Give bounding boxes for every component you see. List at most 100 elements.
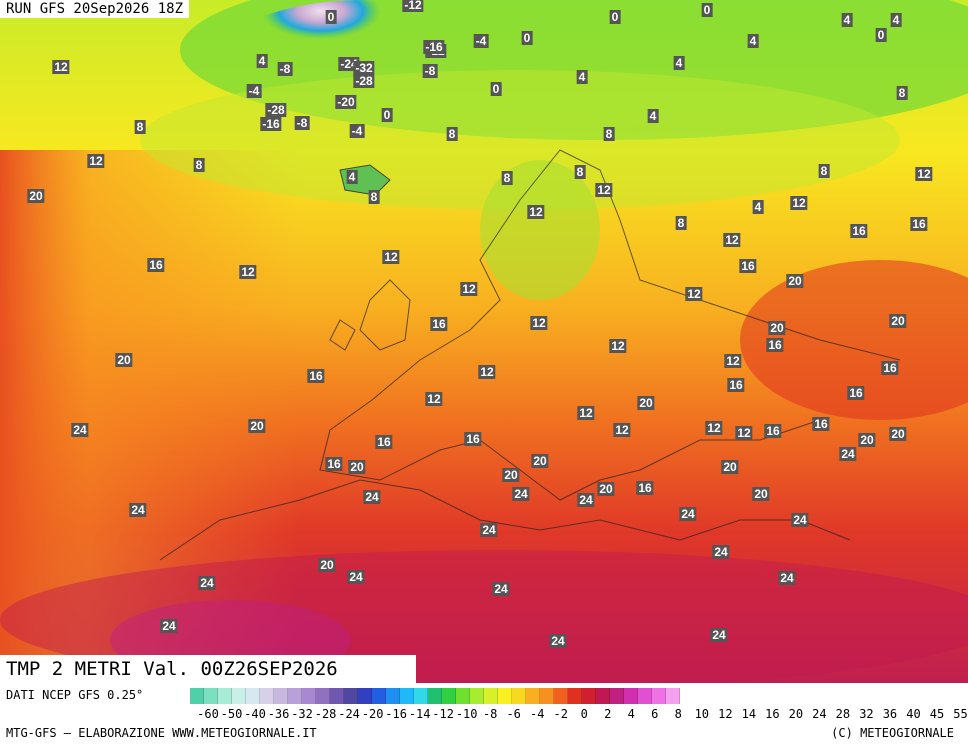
- temperature-label: 4: [576, 70, 588, 84]
- temperature-label: 4: [256, 54, 268, 68]
- temperature-label: 24: [679, 507, 697, 521]
- temperature-label: 20: [318, 558, 336, 572]
- temperature-label: 12: [425, 392, 443, 406]
- map-title: TMP 2 METRI Val. 00Z26SEP2026: [0, 655, 416, 683]
- temperature-label: 12: [382, 250, 400, 264]
- color-swatch: [330, 688, 344, 704]
- color-swatch: [568, 688, 582, 704]
- temperature-label: 12: [915, 167, 933, 181]
- color-swatch: [652, 688, 666, 704]
- temperature-label: 0: [609, 10, 621, 24]
- temperature-label: 16: [325, 457, 343, 471]
- map-scandinavia: [480, 160, 600, 300]
- color-swatch: [204, 688, 218, 704]
- color-scale-tick: -40: [244, 707, 266, 721]
- map-coastline-uk: [329, 279, 411, 351]
- color-swatch: [386, 688, 400, 704]
- temperature-label: 8: [501, 171, 513, 185]
- temperature-label: 12: [724, 354, 742, 368]
- temperature-label: 20: [889, 314, 907, 328]
- temperature-label: 8: [818, 164, 830, 178]
- color-scale-tick: 4: [627, 707, 635, 721]
- color-scale-tick: -24: [338, 707, 360, 721]
- color-swatch: [400, 688, 414, 704]
- temperature-label: 8: [193, 158, 205, 172]
- color-scale-tick: -28: [314, 707, 337, 721]
- color-swatch: [484, 688, 498, 704]
- credits-left: MTG-GFS – ELABORAZIONE WWW.METEOGIORNALE…: [6, 726, 317, 740]
- color-scale-tick: 45: [929, 707, 945, 721]
- temperature-label: 20: [858, 433, 876, 447]
- temperature-label: 8: [896, 86, 908, 100]
- color-swatch: [372, 688, 386, 704]
- temperature-label: 12: [87, 154, 105, 168]
- temperature-label: 12: [735, 426, 753, 440]
- color-scale-tick: -16: [385, 707, 407, 721]
- temperature-label: 8: [675, 216, 687, 230]
- temperature-label: 24: [512, 487, 530, 501]
- temperature-labels: 0000000-4-4-4-8-8-8-12-12-16-16-20-24-28…: [27, 0, 933, 648]
- temperature-label: 12: [239, 265, 257, 279]
- temperature-label: 12: [609, 339, 627, 353]
- color-scale-tick: 14: [741, 707, 757, 721]
- temperature-label: 12: [577, 406, 595, 420]
- color-scale-tick: -12: [432, 707, 454, 721]
- temperature-label: 4: [841, 13, 853, 27]
- temperature-label: 20: [637, 396, 655, 410]
- temperature-label: 12: [478, 365, 496, 379]
- color-scale-tick: 0: [580, 707, 588, 721]
- temperature-label: 16: [847, 386, 865, 400]
- temperature-label: 8: [574, 165, 586, 179]
- temperature-label: -4: [349, 124, 365, 138]
- temperature-label: 0: [701, 3, 713, 17]
- color-swatch: [316, 688, 330, 704]
- color-scale-tick: 36: [882, 707, 898, 721]
- color-scale-tick: 6: [651, 707, 659, 721]
- temperature-label: -16: [423, 40, 445, 54]
- temperature-label: 24: [71, 423, 89, 437]
- temperature-label: 24: [129, 503, 147, 517]
- color-scale-tick: 28: [835, 707, 851, 721]
- temperature-label: 16: [464, 432, 482, 446]
- temperature-label: 16: [636, 481, 654, 495]
- color-scale-tick: -20: [361, 707, 384, 721]
- temperature-label: 12: [52, 60, 70, 74]
- color-swatch: [638, 688, 652, 704]
- color-swatch: [526, 688, 540, 704]
- color-scale-tick: 10: [694, 707, 710, 721]
- color-swatch: [358, 688, 372, 704]
- color-scale-tick: 12: [718, 707, 733, 721]
- temperature-label: 24: [710, 628, 728, 642]
- color-scale-tick: 8: [674, 707, 682, 721]
- temperature-label: 4: [647, 109, 659, 123]
- color-scale-tick: 32: [859, 707, 874, 721]
- temperature-label: 24: [791, 513, 809, 527]
- temperature-label: -4: [246, 84, 262, 98]
- temperature-label: -4: [473, 34, 489, 48]
- color-swatch: [302, 688, 316, 704]
- temperature-label: 16: [812, 417, 830, 431]
- temperature-label: 24: [712, 545, 730, 559]
- color-swatch: [218, 688, 232, 704]
- temperature-label: 16: [739, 259, 757, 273]
- color-swatch: [624, 688, 638, 704]
- color-swatch: [596, 688, 610, 704]
- temperature-label: 12: [530, 316, 548, 330]
- color-scale-tick: -60: [197, 707, 219, 721]
- color-swatch: [428, 688, 442, 704]
- temperature-label: 20: [115, 353, 133, 367]
- color-swatch: [190, 688, 204, 704]
- temperature-label: 16: [764, 424, 782, 438]
- color-scale-tick: 40: [906, 707, 921, 721]
- temperature-label: 16: [307, 369, 325, 383]
- color-scale-tick: -2: [553, 707, 568, 721]
- color-swatch: [260, 688, 274, 704]
- map-coastline-europe: [319, 149, 901, 501]
- color-scale-tick: 24: [812, 707, 827, 721]
- temperature-label: 8: [134, 120, 146, 134]
- temperature-label: 4: [890, 13, 902, 27]
- color-swatch: [470, 688, 484, 704]
- color-scale-tick: 20: [788, 707, 804, 721]
- temperature-label: 16: [147, 258, 165, 272]
- color-scale-tick: -4: [529, 707, 545, 721]
